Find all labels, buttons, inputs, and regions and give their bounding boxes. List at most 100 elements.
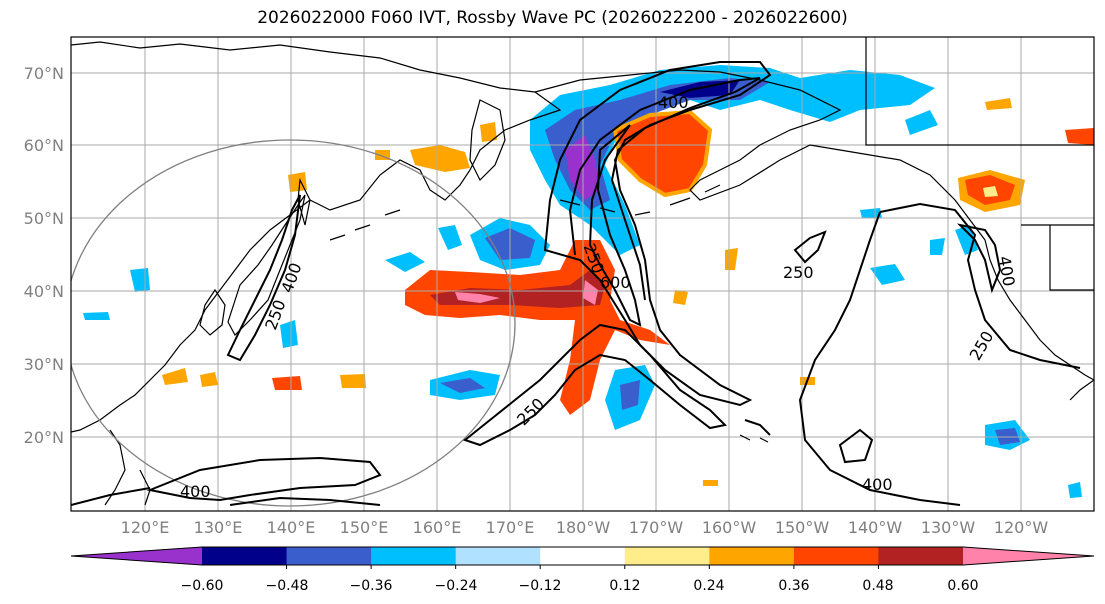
contour-south-400 <box>146 456 382 502</box>
negative-anomaly-small-14 <box>860 208 882 218</box>
contour-label: 400 <box>862 475 893 494</box>
positive-anomaly-small-7 <box>725 248 738 270</box>
lon-label: 130°W <box>921 518 976 537</box>
contour-label: 400 <box>180 482 211 501</box>
negative-anomaly-small-1-core <box>620 380 640 410</box>
negative-anomaly-small-2-core <box>440 378 485 393</box>
positive-anomaly-bc-hole <box>983 186 998 197</box>
positive-anomaly-small-4 <box>200 372 218 387</box>
coastline-canada-border <box>865 37 1094 291</box>
lat-label: 60°N <box>24 136 64 155</box>
colorbar-tick-label: 0.36 <box>778 578 809 594</box>
contour-east-pacific-400-ring <box>956 223 1002 294</box>
negative-anomaly-small-13 <box>1068 482 1082 498</box>
lon-label: 160°E <box>413 518 462 537</box>
positive-anomaly-small-11 <box>985 98 1012 110</box>
positive-anomaly-bering-rim <box>612 109 713 198</box>
colorbar-tick-label: −0.60 <box>181 578 224 594</box>
negative-anomaly-small-11 <box>83 312 110 320</box>
negative-anomaly-small-4 <box>438 225 462 250</box>
lon-label: 170°W <box>629 518 684 537</box>
contour-label: 600 <box>600 273 631 292</box>
contour-central-pacific-250 <box>462 323 728 447</box>
contour-hawaii-250 <box>744 419 771 436</box>
coastlines <box>71 37 1094 506</box>
negative-anomaly-small-3 <box>385 252 425 272</box>
negative-anomaly-small-9 <box>280 320 298 348</box>
lon-label: 120°E <box>121 518 170 537</box>
colorbar-tick-label: −0.36 <box>350 578 393 594</box>
contour-south-250 <box>71 487 381 506</box>
lat-label: 50°N <box>24 209 64 228</box>
coastline-alaska <box>534 69 986 241</box>
colorbar-tick-label: 0.24 <box>693 578 724 594</box>
positive-anomaly-pink-1 <box>455 292 500 303</box>
latitude-labels: 70°N 60°N 50°N 40°N 30°N 20°N <box>24 64 64 447</box>
colorbar-extend-high <box>963 547 1094 565</box>
contour-east-pacific-250 <box>793 230 827 264</box>
map-title: 2026022000 F060 IVT, Rossby Wave PC (202… <box>257 8 848 28</box>
graticule <box>71 37 1094 511</box>
coastline-sakhalin <box>297 177 311 226</box>
lon-label: 160°W <box>702 518 757 537</box>
lat-label: 20°N <box>24 428 64 447</box>
positive-anomaly-small-1 <box>162 368 188 385</box>
colorbar-segment <box>709 547 795 565</box>
coastline-hawaii <box>739 434 769 443</box>
ivt-contours <box>71 61 1081 506</box>
coastline-asia-mainland <box>71 199 311 433</box>
colorbar-segment <box>793 547 879 565</box>
coastline-kuril <box>329 209 401 241</box>
coastline-siberia <box>71 41 562 211</box>
colorbar-extend-low <box>71 547 202 565</box>
lon-label: 140°E <box>267 518 316 537</box>
coastline-kamchatka <box>469 99 506 182</box>
contour-alaska-arc-600 <box>588 124 642 327</box>
lon-label: 150°E <box>340 518 389 537</box>
coastline-aleutians <box>559 184 721 216</box>
colorbar-segment <box>878 547 964 565</box>
lon-label: 150°W <box>775 518 830 537</box>
colorbar-segment <box>286 547 372 565</box>
colorbar-tick-label: 0.60 <box>947 578 978 594</box>
contour-label: 250 <box>783 263 814 282</box>
colorbar <box>70 546 1095 569</box>
positive-anomaly-pink-2 <box>583 280 598 305</box>
positive-anomaly-japan-sea <box>410 145 470 172</box>
lat-label: 30°N <box>24 355 64 374</box>
lat-label: 40°N <box>24 282 64 301</box>
projection-circle <box>71 139 516 507</box>
contour-alaska-arc-outer <box>543 61 772 407</box>
coastline-korea <box>199 288 226 336</box>
contour-east-pacific-400-blob <box>838 428 874 464</box>
colorbar-tick-label: −0.48 <box>266 578 309 594</box>
positive-anomaly-small-3 <box>340 374 366 388</box>
positive-anomaly-kamchatka <box>480 122 497 142</box>
lon-label: 170°E <box>486 518 535 537</box>
lon-label: 120°W <box>994 518 1049 537</box>
colorbar-tick-label: −0.12 <box>519 578 562 594</box>
map-frame <box>70 36 1095 512</box>
colorbar-segment <box>371 547 457 565</box>
positive-anomaly-small-10 <box>1065 128 1094 145</box>
lon-label: 130°E <box>194 518 243 537</box>
colorbar-segment <box>540 547 626 565</box>
colorbar-tick-label: −0.24 <box>435 578 478 594</box>
colorbar-tick-label: 0.12 <box>609 578 640 594</box>
colorbar-segment <box>455 547 541 565</box>
colorbar-tick-label: 0.48 <box>862 578 893 594</box>
positive-anomaly-small-2 <box>272 376 302 390</box>
lon-label: 140°W <box>848 518 903 537</box>
contour-east-pacific-big <box>798 202 1081 506</box>
contour-japan-400 <box>226 194 301 362</box>
negative-anomaly-small-12 <box>905 110 938 135</box>
negative-anomaly-alaska-core <box>545 78 770 210</box>
positive-anomaly-small-6 <box>288 172 307 192</box>
coastline-mexico <box>1069 379 1094 401</box>
colorbar-outline <box>70 546 1095 566</box>
longitude-labels: 120°E 130°E 140°E 150°E 160°E 170°E 180°… <box>121 518 1049 537</box>
colorbar-segment <box>202 547 288 565</box>
negative-anomaly-small-6 <box>870 264 905 285</box>
lon-label: 180°W <box>556 518 611 537</box>
